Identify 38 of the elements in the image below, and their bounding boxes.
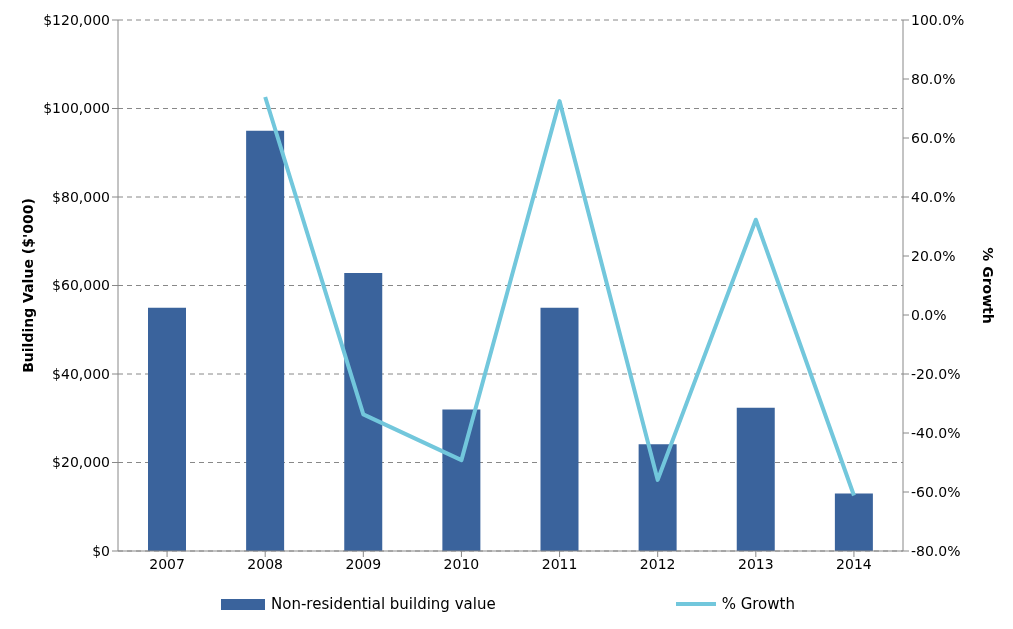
x-tick-label: 2009 [345,555,382,572]
y2-tick-label: 20.0% [911,247,956,264]
y2-tick-label: -20.0% [911,365,961,382]
bar [442,409,481,551]
x-tick-label: 2013 [737,555,774,572]
x-tick-label: 2014 [836,555,872,572]
bar [540,307,579,551]
line-series [263,95,856,498]
y-tick-label: $120,000 [43,11,110,28]
x-tick-label: 2010 [443,555,480,572]
x-tick-label: 2011 [541,555,578,572]
y2-tick-label: 0.0% [911,306,947,323]
y-tick-label: $40,000 [52,365,110,382]
x-tick-label: 2008 [247,555,284,572]
y-axis-title: Building Value ($'000) [19,198,36,373]
y2-tick-label: -40.0% [911,424,961,441]
y-tick-label: $80,000 [52,188,110,205]
y2-tick-label: -60.0% [911,483,961,500]
y-tick-label: $60,000 [52,277,110,294]
y-tick-label: $20,000 [52,454,110,471]
y2-tick-label: 40.0% [911,188,956,205]
y2-axis-title: % Growth [980,247,997,324]
bar [246,130,285,551]
y-tick-label: $0 [92,542,110,559]
y2-tick-label: 80.0% [911,70,956,87]
legend-label: % Growth [721,595,795,613]
bar [344,273,383,551]
bar [736,407,775,551]
y2-tick-label: 60.0% [911,129,956,146]
x-tick-label: 2012 [639,555,676,572]
y-tick-label: $100,000 [43,100,110,117]
bar [148,307,186,551]
x-tick-label: 2007 [149,555,185,572]
y2-tick-label: -80.0% [911,542,961,559]
legend-label: Non-residential building value [271,595,496,613]
y2-tick-label: 100.0% [911,11,965,28]
bar [834,493,873,551]
bar [638,444,677,551]
